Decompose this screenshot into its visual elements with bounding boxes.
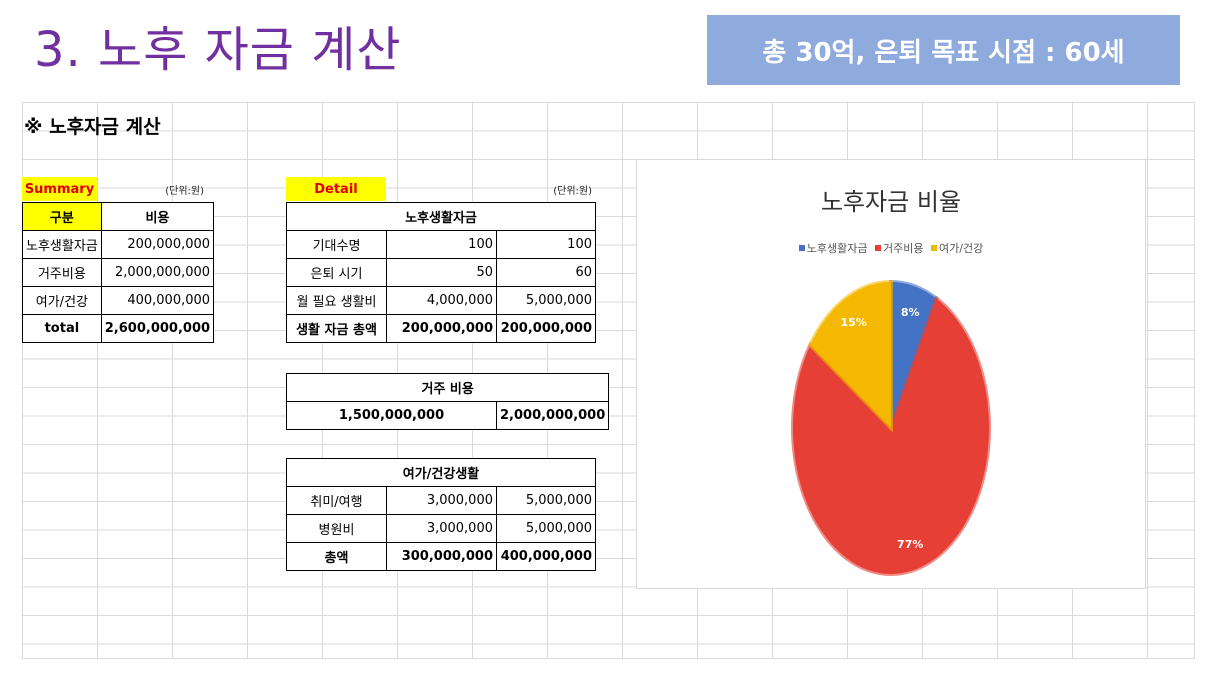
summary-row-label: 여가/건강 [22, 286, 102, 315]
pie-data-label: 77% [897, 538, 923, 551]
housing-value-a: 1,500,000,000 [286, 401, 497, 430]
living-total-label: 생활 자금 총액 [286, 314, 387, 343]
chart-title: 노후자금 비율 [820, 188, 962, 216]
leisure-row-label: 취미/여행 [286, 486, 387, 515]
leisure-row-label: 병원비 [286, 514, 387, 543]
living-row-value-a: 100 [386, 230, 497, 259]
summary-table: 구분 비용 노후생활자금 200,000,000 거주비용 2,000,000,… [22, 202, 215, 343]
summary-row-label: 노후생활자금 [22, 230, 102, 259]
summary-row-value: 400,000,000 [100, 286, 215, 315]
detail-unit: (단위:원) [553, 185, 592, 197]
leisure-row-value-a: 3,000,000 [386, 486, 497, 515]
pie-slice-2[interactable] [791, 295, 992, 576]
pie-data-label: 8% [901, 306, 920, 319]
summary-unit: (단위:원) [165, 185, 204, 197]
legend-item: 여가/건강 [931, 240, 983, 256]
summary-label: Summary [22, 177, 97, 201]
living-row-value-a: 50 [386, 258, 497, 287]
legend-label: 거주비용 [883, 242, 924, 255]
housing-value-b: 2,000,000,000 [495, 401, 610, 430]
pie-slice-3[interactable] [807, 279, 893, 433]
leisure-total-value-a: 300,000,000 [386, 542, 497, 571]
housing-cost-header: 거주 비용 [285, 373, 610, 402]
sheet-title: ※ 노후자금 계산 [24, 116, 161, 138]
legend-item: 노후생활자금 [798, 240, 868, 256]
leisure-row-value-b: 5,000,000 [496, 514, 596, 543]
summary-row-label: 거주비용 [22, 258, 102, 287]
living-row-value-b: 60 [496, 258, 596, 287]
living-row-value-b: 100 [496, 230, 596, 259]
living-row-label: 기대수명 [286, 230, 387, 259]
pie-chart[interactable]: 노후자금 비율 노후생활자금 거주비용 여가/건강 8% 77% 15% [636, 159, 1146, 589]
leisure-health-header: 여가/건강생활 [286, 458, 596, 487]
summary-header-cost: 비용 [100, 202, 215, 231]
living-row-label: 은퇴 시기 [286, 258, 387, 287]
summary-header-category: 구분 [22, 202, 102, 231]
leisure-total-value-b: 400,000,000 [496, 542, 596, 571]
living-cost-header: 노후생활자금 [286, 202, 596, 231]
detail-label: Detail [286, 177, 386, 201]
living-row-value-a: 4,000,000 [386, 286, 497, 315]
leisure-total-label: 총액 [286, 542, 387, 571]
leisure-row-value-b: 5,000,000 [496, 486, 596, 515]
leisure-health-table: 여가/건강생활 취미/여행 3,000,000 5,000,000 병원비 3,… [286, 458, 596, 571]
legend-swatch [875, 245, 882, 251]
legend-label: 노후생활자금 [806, 242, 868, 255]
living-total-value-a: 200,000,000 [386, 314, 497, 343]
pie-data-label: 15% [840, 316, 866, 329]
legend-swatch [798, 245, 805, 251]
living-row-value-b: 5,000,000 [496, 286, 596, 315]
goal-banner: 총 30억, 은퇴 목표 시점 : 60세 [707, 15, 1180, 85]
summary-total-value: 2,600,000,000 [100, 314, 215, 343]
slide-title: 3. 노후 자금 계산 [34, 22, 402, 78]
pie-plot-area: 8% 77% 15% [791, 279, 992, 576]
living-row-label: 월 필요 생활비 [286, 286, 387, 315]
legend-label: 여가/건강 [939, 242, 984, 255]
housing-cost-table: 거주 비용 1,500,000,000 2,000,000,000 [285, 373, 610, 430]
summary-total-label: total [22, 314, 102, 343]
living-total-value-b: 200,000,000 [496, 314, 596, 343]
summary-row-value: 200,000,000 [100, 230, 215, 259]
legend-swatch [931, 245, 938, 251]
legend-item: 거주비용 [875, 240, 924, 256]
chart-legend: 노후생활자금 거주비용 여가/건강 [637, 240, 1145, 256]
living-cost-table: 노후생활자금 기대수명 100 100 은퇴 시기 50 60 월 필요 생활비… [286, 202, 596, 343]
leisure-row-value-a: 3,000,000 [386, 514, 497, 543]
summary-row-value: 2,000,000,000 [100, 258, 215, 287]
